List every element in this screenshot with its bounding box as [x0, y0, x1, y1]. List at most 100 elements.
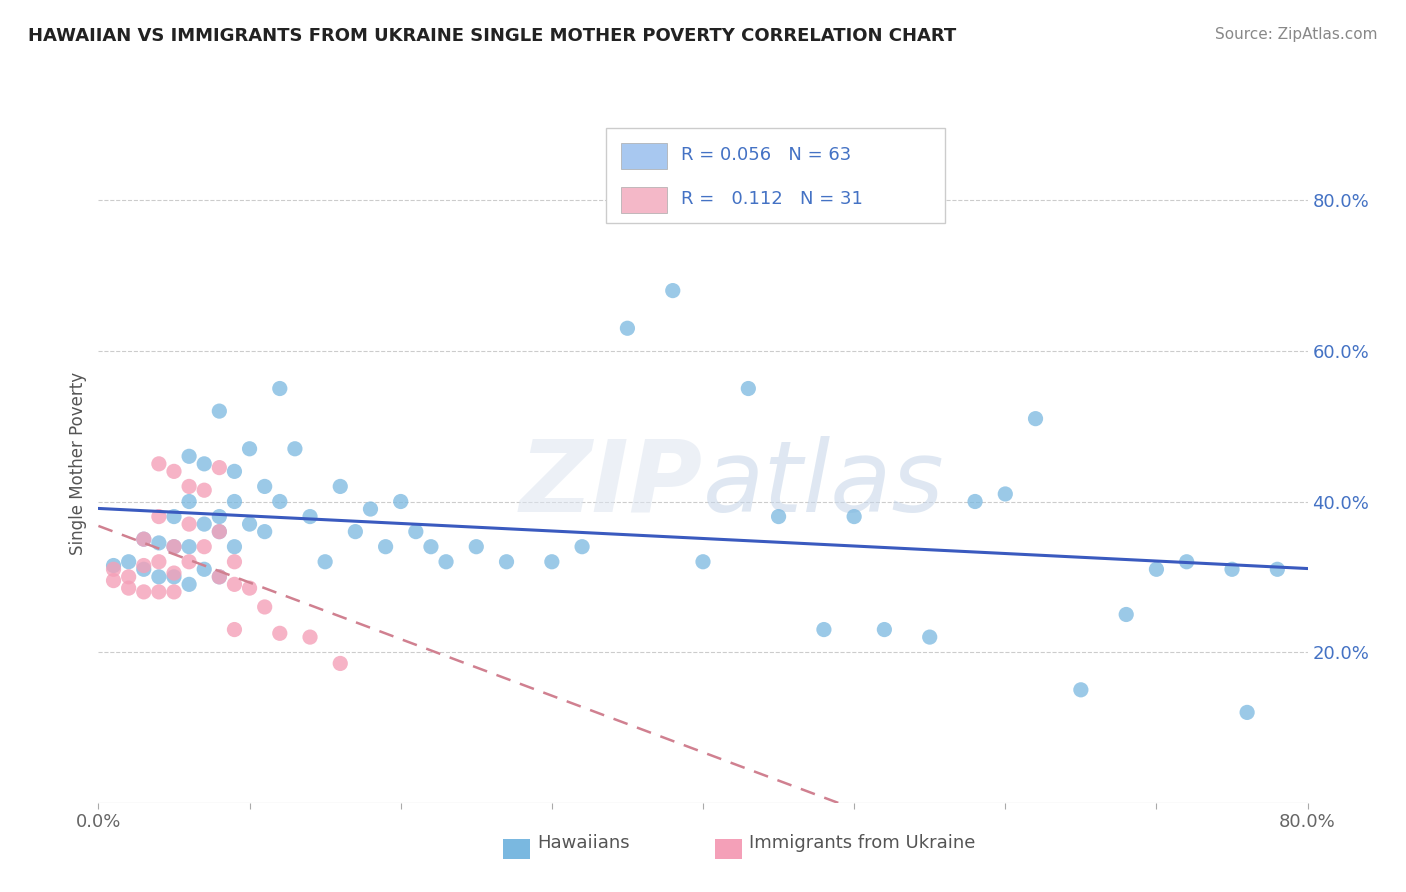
Point — [329, 479, 352, 493]
Point — [208, 524, 231, 539]
Point — [163, 570, 186, 584]
Point — [148, 585, 170, 599]
Point — [148, 570, 170, 584]
Text: HAWAIIAN VS IMMIGRANTS FROM UKRAINE SINGLE MOTHER POVERTY CORRELATION CHART: HAWAIIAN VS IMMIGRANTS FROM UKRAINE SING… — [28, 27, 956, 45]
Point — [405, 524, 427, 539]
Point — [389, 494, 412, 508]
Point — [132, 532, 155, 546]
Point — [193, 517, 215, 532]
Point — [118, 570, 141, 584]
Point — [179, 450, 201, 464]
FancyBboxPatch shape — [621, 187, 666, 213]
Point — [179, 577, 201, 591]
Point — [239, 442, 262, 456]
Point — [692, 555, 714, 569]
Point — [253, 524, 276, 539]
Point — [253, 599, 276, 614]
Text: Source: ZipAtlas.com: Source: ZipAtlas.com — [1215, 27, 1378, 42]
Point — [844, 509, 866, 524]
Point — [118, 555, 141, 569]
Point — [179, 479, 201, 493]
Point — [208, 509, 231, 524]
Point — [148, 457, 170, 471]
Text: atlas: atlas — [703, 435, 945, 533]
Text: R =   0.112   N = 31: R = 0.112 N = 31 — [682, 191, 863, 209]
Point — [465, 540, 488, 554]
FancyBboxPatch shape — [621, 144, 666, 169]
Point — [329, 657, 352, 671]
Point — [148, 555, 170, 569]
Point — [103, 574, 125, 588]
Point — [163, 464, 186, 478]
Point — [103, 558, 125, 573]
Point — [873, 623, 896, 637]
Point — [224, 540, 246, 554]
Point — [179, 540, 201, 554]
FancyBboxPatch shape — [503, 838, 530, 859]
Point — [662, 284, 685, 298]
Point — [269, 626, 291, 640]
Point — [103, 562, 125, 576]
Point — [179, 555, 201, 569]
Point — [495, 555, 517, 569]
Point — [434, 555, 457, 569]
Point — [571, 540, 593, 554]
Point — [179, 494, 201, 508]
Point — [374, 540, 396, 554]
Point — [994, 487, 1017, 501]
Point — [1144, 562, 1167, 576]
Point — [163, 509, 186, 524]
Text: R = 0.056   N = 63: R = 0.056 N = 63 — [682, 146, 852, 164]
Point — [224, 494, 246, 508]
Point — [1267, 562, 1289, 576]
Point — [163, 566, 186, 580]
Point — [193, 483, 215, 498]
Point — [193, 540, 215, 554]
Point — [360, 502, 382, 516]
Point — [1175, 555, 1198, 569]
Point — [132, 558, 155, 573]
Point — [965, 494, 987, 508]
Point — [269, 494, 291, 508]
Point — [239, 517, 262, 532]
Point — [224, 555, 246, 569]
Text: Hawaiians: Hawaiians — [537, 835, 630, 853]
Text: Immigrants from Ukraine: Immigrants from Ukraine — [749, 835, 976, 853]
Point — [193, 457, 215, 471]
Point — [148, 536, 170, 550]
Point — [737, 382, 759, 396]
Y-axis label: Single Mother Poverty: Single Mother Poverty — [69, 372, 87, 556]
Point — [224, 623, 246, 637]
Point — [1070, 682, 1092, 697]
Point — [239, 581, 262, 595]
Point — [616, 321, 638, 335]
Point — [813, 623, 835, 637]
Point — [420, 540, 443, 554]
Point — [132, 532, 155, 546]
Point — [918, 630, 941, 644]
Point — [208, 570, 231, 584]
Point — [1236, 706, 1258, 720]
Point — [284, 442, 307, 456]
Point — [1115, 607, 1137, 622]
Point — [118, 581, 141, 595]
Point — [193, 562, 215, 576]
Point — [540, 555, 562, 569]
FancyBboxPatch shape — [606, 128, 945, 223]
Text: ZIP: ZIP — [520, 435, 703, 533]
Point — [163, 540, 186, 554]
Point — [208, 460, 231, 475]
Point — [148, 509, 170, 524]
Point — [269, 382, 291, 396]
Point — [132, 562, 155, 576]
Point — [224, 464, 246, 478]
Point — [1024, 411, 1046, 425]
Point — [132, 585, 155, 599]
Point — [179, 517, 201, 532]
FancyBboxPatch shape — [716, 838, 742, 859]
Point — [1220, 562, 1243, 576]
Point — [299, 509, 322, 524]
Point — [299, 630, 322, 644]
Point — [208, 570, 231, 584]
Point — [768, 509, 790, 524]
